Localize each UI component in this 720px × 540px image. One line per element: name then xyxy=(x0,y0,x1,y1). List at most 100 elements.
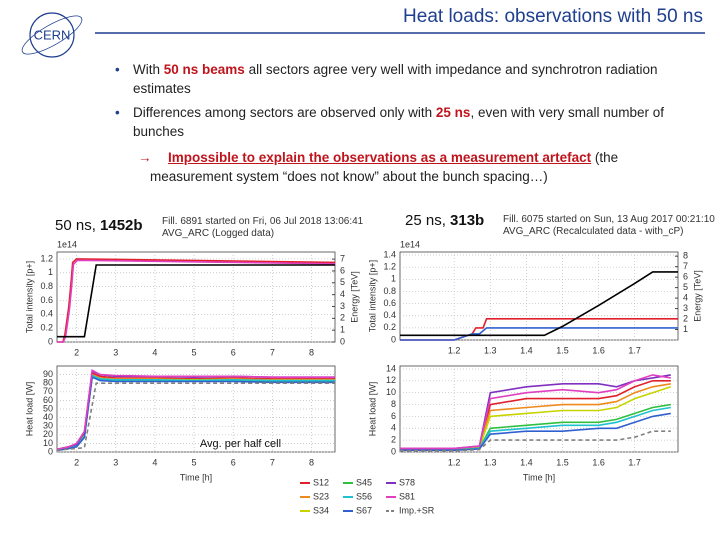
text: all sectors agree very well with impedan… xyxy=(133,62,658,96)
x-tick-label: 1.4 xyxy=(520,457,533,467)
x-axis-label: Time [h] xyxy=(180,472,212,482)
y-tick-label: 14 xyxy=(386,363,396,373)
series-line xyxy=(400,327,678,341)
y2-tick-label: 2 xyxy=(683,313,688,323)
offset-label: 1e14 xyxy=(400,239,420,249)
y2-tick-label: 2 xyxy=(340,313,345,323)
y-tick-label: 0.4 xyxy=(383,310,396,320)
text: (the measurement system “does not know” … xyxy=(150,150,619,184)
panel-label: 50 ns, 1452b xyxy=(55,217,143,234)
y-tick-label: 0.2 xyxy=(40,323,53,333)
plot-frame xyxy=(399,365,679,453)
series-line xyxy=(56,376,335,452)
y2-axis-label: Energy [TeV] xyxy=(692,270,702,322)
fill-info: Fill. 6075 started on Sun, 13 Aug 2017 0… xyxy=(503,214,715,238)
x-tick-label: 2 xyxy=(74,347,79,357)
legend-label: S45 xyxy=(356,477,372,487)
legend-label: S23 xyxy=(313,491,329,501)
y2-tick-label: 3 xyxy=(683,303,688,313)
y-tick-label: 0.8 xyxy=(383,286,396,296)
x-tick-label: 5 xyxy=(192,347,197,357)
y-tick-label: 50 xyxy=(43,403,53,413)
y-tick-label: 10 xyxy=(386,387,396,397)
series-line xyxy=(400,374,671,450)
y-tick-label: 0.8 xyxy=(40,281,53,291)
series-line xyxy=(57,264,335,338)
x-tick-label: 1.3 xyxy=(484,345,497,355)
y-tick-label: 1.4 xyxy=(383,249,396,259)
x-tick-label: 1.4 xyxy=(520,345,533,355)
y2-tick-label: 5 xyxy=(340,277,345,287)
y-tick-label: 1.2 xyxy=(383,262,396,272)
y-tick-label: 10 xyxy=(43,438,53,448)
y-tick-label: 0 xyxy=(48,336,53,346)
y-tick-label: 20 xyxy=(43,429,53,439)
y2-tick-label: 5 xyxy=(683,282,688,292)
text: With xyxy=(133,62,164,77)
y-axis-label: Heat load [W] xyxy=(24,382,34,437)
x-tick-label: 1.3 xyxy=(484,457,497,467)
text: 1452b xyxy=(100,217,143,234)
text: 50 ns, xyxy=(55,217,101,234)
y-axis-label: Total intensity [p+] xyxy=(24,261,34,333)
y-tick-label: 0 xyxy=(48,446,53,456)
x-tick-label: 8 xyxy=(309,457,314,467)
y2-tick-label: 4 xyxy=(683,292,688,302)
series-line xyxy=(400,430,671,452)
highlight: Impossible to explain the observations a… xyxy=(168,150,592,165)
offset-label: 1e14 xyxy=(57,239,77,249)
legend-label: S67 xyxy=(356,505,372,515)
text: Fill. 6075 started on Sun, 13 Aug 2017 0… xyxy=(503,214,715,225)
x-tick-label: 7 xyxy=(270,457,275,467)
y-tick-label: 1 xyxy=(48,267,53,277)
annotation: Avg. per half cell xyxy=(200,438,281,450)
y2-tick-label: 7 xyxy=(340,253,345,263)
conclusion: → Impossible to explain the observations … xyxy=(138,150,619,184)
y2-tick-label: 1 xyxy=(340,325,345,335)
y2-tick-label: 0 xyxy=(340,336,345,346)
y-tick-label: 12 xyxy=(386,375,396,385)
y-tick-label: 1.2 xyxy=(40,253,53,263)
x-tick-label: 3 xyxy=(113,347,118,357)
y-tick-label: 4 xyxy=(391,423,396,433)
y2-tick-label: 8 xyxy=(683,251,688,261)
x-tick-label: 1.7 xyxy=(628,457,641,467)
series-line xyxy=(400,271,678,337)
y2-tick-label: 6 xyxy=(340,265,345,275)
panel-label: 25 ns, 313b xyxy=(405,212,484,229)
plot-frame xyxy=(399,251,679,341)
x-tick-label: 8 xyxy=(309,347,314,357)
text: 313b xyxy=(450,212,485,229)
slide-title: Heat loads: observations with 50 ns xyxy=(403,6,703,27)
y-tick-label: 30 xyxy=(43,421,53,431)
x-tick-label: 1.5 xyxy=(556,457,569,467)
y-tick-label: 2 xyxy=(391,435,396,445)
legend-label: S81 xyxy=(399,491,415,501)
x-tick-label: 1.5 xyxy=(556,345,569,355)
highlight: 50 ns beams xyxy=(163,62,245,77)
y-tick-label: 0.4 xyxy=(40,309,53,319)
x-tick-label: 1.2 xyxy=(448,457,461,467)
series-line xyxy=(56,382,335,452)
x-tick-label: 6 xyxy=(231,347,236,357)
legend-label: S56 xyxy=(356,491,372,501)
y-tick-label: 40 xyxy=(43,412,53,422)
logo: CERN xyxy=(34,27,71,42)
bullet: • With 50 ns beams all sectors agree very… xyxy=(115,62,658,96)
y2-tick-label: 7 xyxy=(683,261,688,271)
y-axis-label: Total intensity [p+] xyxy=(367,260,377,332)
x-tick-label: 1.2 xyxy=(448,345,461,355)
x-tick-label: 4 xyxy=(152,457,157,467)
text: Differences among sectors are observed o… xyxy=(133,105,436,120)
y2-tick-label: 3 xyxy=(340,301,345,311)
y-tick-label: 0 xyxy=(391,334,396,344)
x-tick-label: 1.7 xyxy=(628,345,641,355)
logo-orbit xyxy=(21,15,83,55)
text: AVG_ARC (Logged data) xyxy=(162,228,275,239)
y-tick-label: 0.6 xyxy=(40,295,53,305)
y-tick-label: 0 xyxy=(391,446,396,456)
bullet: • Differences among sectors are observed … xyxy=(115,105,665,139)
x-tick-label: 7 xyxy=(270,347,275,357)
